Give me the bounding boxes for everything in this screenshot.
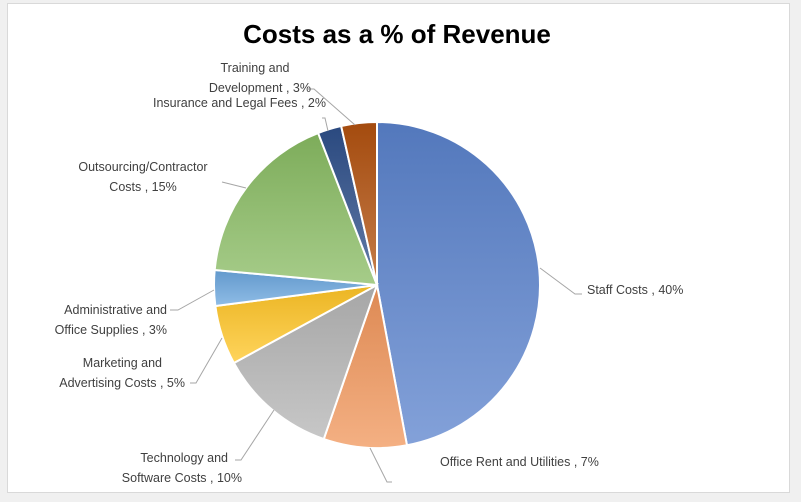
leader-line-training (308, 88, 356, 126)
leader-line-insurance (322, 117, 329, 132)
data-label-insurance: Insurance and Legal Fees , 2% (153, 96, 326, 110)
data-label-marketing-2: Advertising Costs , 5% (59, 376, 185, 390)
data-label-outsourcing-2: Costs , 15% (109, 180, 176, 194)
data-label-outsourcing-1: Outsourcing/Contractor (78, 160, 207, 174)
data-label-technology-1: Technology and (140, 451, 228, 465)
leader-line-outsourcing (221, 181, 247, 189)
pie-slice-technology-and-software-costs (232, 282, 379, 441)
data-label-technology-2: Software Costs , 10% (122, 471, 242, 485)
leader-line-office-rent (369, 447, 392, 483)
data-label-marketing-1: Marketing and (83, 356, 162, 370)
pie-slice-outsourcing-contractor-costs (213, 131, 379, 287)
leader-line-marketing (190, 337, 223, 384)
data-label-staff: Staff Costs , 40% (587, 283, 683, 297)
data-label-training-1: Training and (220, 61, 289, 75)
chart-title: Costs as a % of Revenue (243, 19, 551, 49)
pie-slice-staff-costs (376, 120, 541, 447)
data-label-admin-1: Administrative and (64, 303, 167, 317)
leader-line-staff (539, 267, 582, 295)
pie-slice-training-and-development (339, 120, 378, 286)
data-label-office-rent: Office Rent and Utilities , 7% (440, 455, 599, 469)
data-label-training-2: Development , 3% (209, 81, 311, 95)
data-label-admin-2: Office Supplies , 3% (55, 323, 167, 337)
leader-line-technology (235, 409, 275, 461)
leader-line-admin (170, 289, 215, 311)
